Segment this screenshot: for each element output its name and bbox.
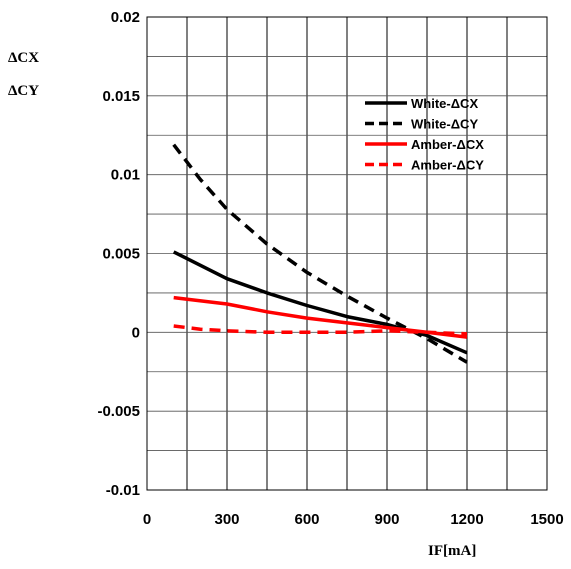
series-line-amber-cy [173, 324, 468, 336]
legend-entry-label: Amber-ΔCY [411, 158, 484, 173]
y-axis-label-line2: ΔCY [8, 83, 39, 99]
y-tick-label: 0 [132, 324, 140, 341]
x-axis-label: IF[mA] [428, 543, 476, 559]
legend-entry-label: Amber-ΔCX [411, 137, 484, 152]
x-tick-label: 1500 [530, 511, 563, 528]
grid [147, 17, 547, 490]
plot-area-frame [146, 16, 548, 491]
legend: White-ΔCX White-ΔCY Amber-ΔCX Amber-ΔCY [365, 96, 484, 173]
legend-entry-label: White-ΔCX [411, 96, 478, 111]
y-tick-label: -0.005 [97, 403, 140, 420]
x-tick-label: 0 [143, 511, 151, 528]
y-tick-label: 0.01 [111, 167, 140, 184]
legend-entry-label: White-ΔCY [411, 117, 478, 132]
x-tick-label: 300 [214, 511, 239, 528]
x-tick-label: 600 [294, 511, 319, 528]
y-tick-label: 0.015 [102, 88, 140, 105]
series-group [172, 143, 468, 364]
y-tick-label: -0.01 [106, 482, 140, 499]
x-tick-label: 900 [374, 511, 399, 528]
series-line-amber-cx [173, 295, 468, 339]
y-tick-label: 0.005 [102, 246, 140, 263]
y-tick-label: 0.02 [111, 9, 140, 26]
x-tick-label: 1200 [450, 511, 483, 528]
y-axis-label-line1: ΔCX [8, 50, 39, 66]
